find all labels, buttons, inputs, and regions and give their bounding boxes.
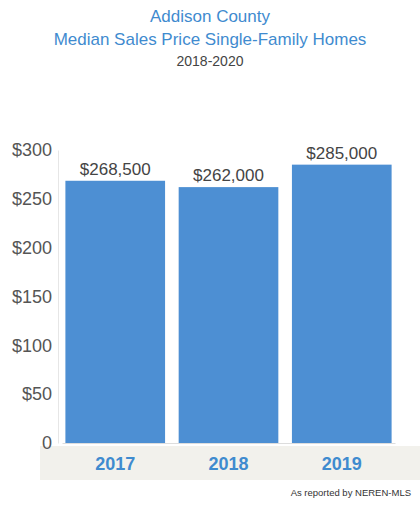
y-tick: $50: [22, 384, 58, 404]
y-tick-label: 0: [42, 433, 52, 453]
x-axis: 2017 2018 2019: [63, 443, 396, 474]
category-band: [40, 446, 420, 480]
y-tick-label: $300: [12, 140, 52, 160]
y-tick-label: $250: [12, 189, 52, 209]
bars: [65, 165, 391, 443]
y-tick: $250: [12, 189, 58, 209]
date-range: 2018-2020: [177, 53, 244, 69]
y-tick: $200: [12, 238, 58, 258]
chart: Addison County Median Sales Price Single-…: [0, 0, 420, 508]
data-labels: $268,500 $262,000 $285,000: [80, 144, 377, 185]
bar: [65, 181, 165, 443]
y-tick: $100: [12, 336, 58, 356]
x-tick: 2018: [208, 443, 248, 474]
x-tick-label: 2018: [208, 454, 248, 474]
data-label: $285,000: [306, 144, 377, 163]
x-tick-label: 2017: [95, 454, 135, 474]
y-tick-label: $50: [22, 384, 52, 404]
data-label: $262,000: [193, 166, 264, 185]
x-tick-label: 2019: [322, 454, 362, 474]
y-tick-label: $100: [12, 336, 52, 356]
y-tick: 0: [42, 433, 58, 453]
y-tick: $300: [12, 140, 58, 160]
x-tick: 2019: [322, 443, 362, 474]
bar: [292, 165, 392, 443]
subtitle: Median Sales Price Single-Family Homes: [54, 30, 367, 49]
y-axis-line: [58, 151, 59, 444]
source-note: As reported by NEREN-MLS: [291, 487, 411, 498]
x-tick: 2017: [95, 443, 135, 474]
x-axis-line: [63, 443, 396, 444]
y-tick: $150: [12, 287, 58, 307]
y-tick-label: $150: [12, 287, 52, 307]
y-tick-label: $200: [12, 238, 52, 258]
y-axis: 0 $50 $100 $150 $200 $250 $300: [12, 140, 59, 453]
data-label: $268,500: [80, 160, 151, 179]
bar: [179, 187, 279, 443]
title: Addison County: [150, 7, 271, 26]
